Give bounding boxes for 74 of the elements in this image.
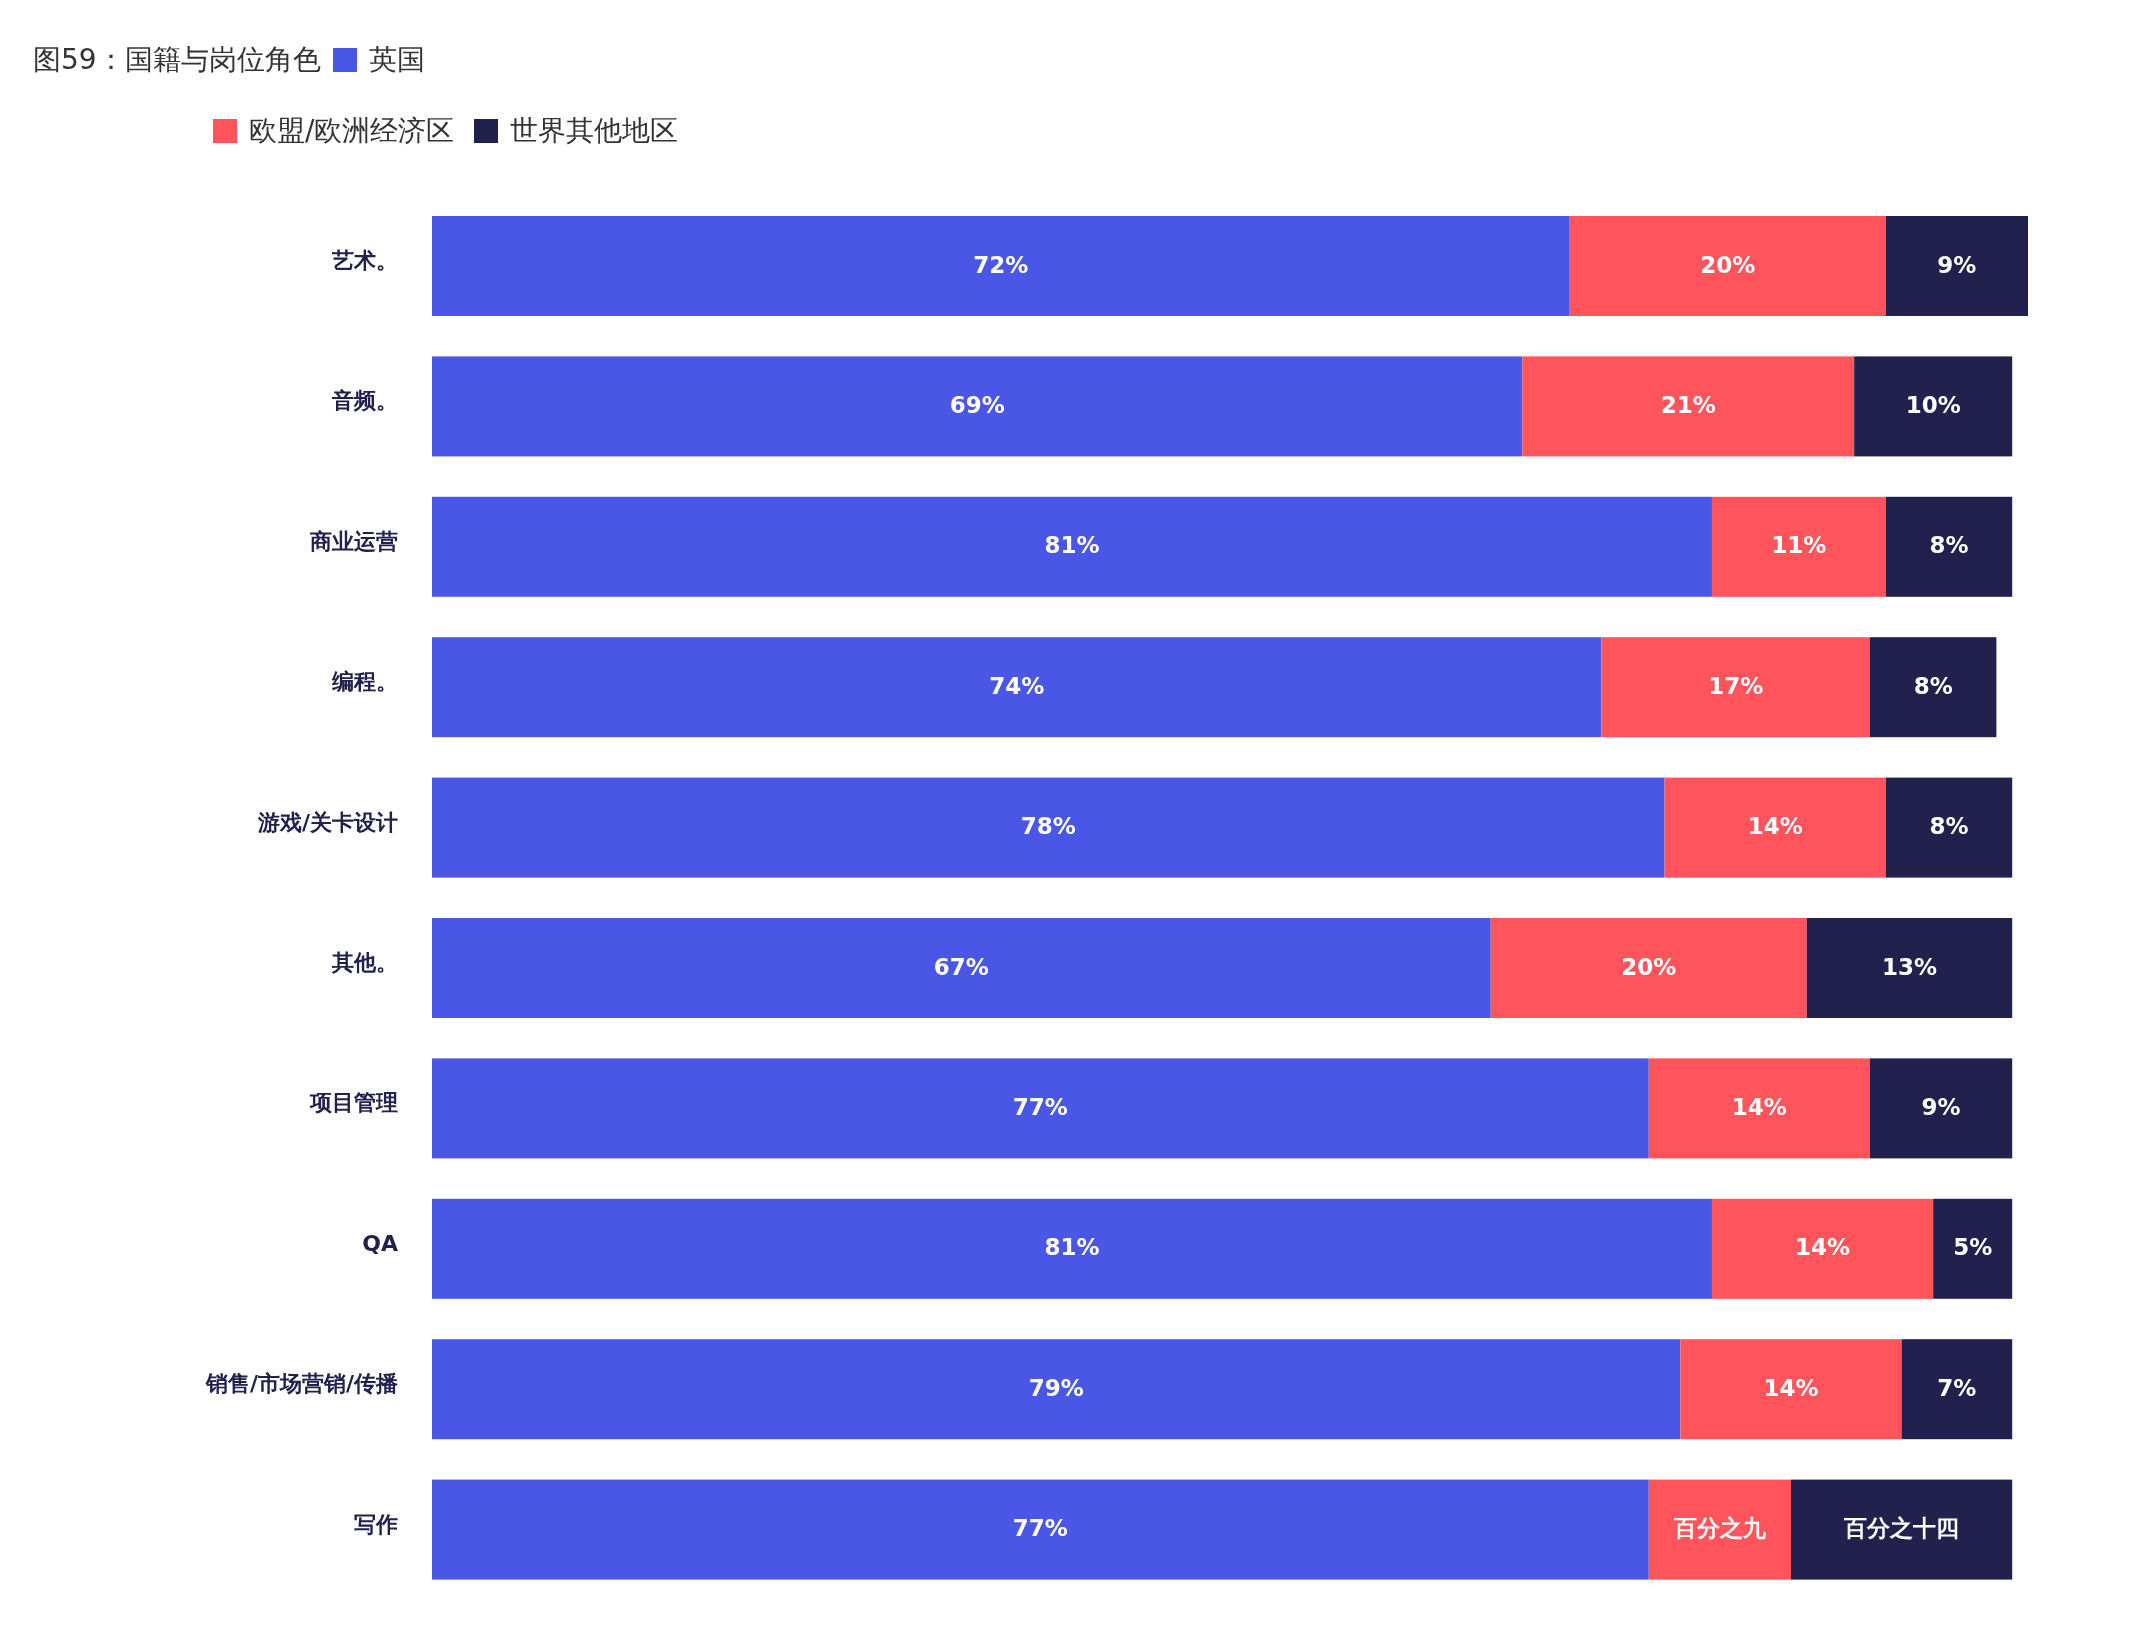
bar (432, 1198, 1712, 1299)
bar (432, 216, 1570, 316)
bar (1869, 637, 1997, 738)
bar (1522, 356, 1855, 457)
y-tick-label: 写作 (354, 1511, 398, 1537)
legend-label: 英国 (368, 42, 425, 78)
data-label: 11% (1771, 532, 1827, 559)
data-label: 17% (1708, 672, 1764, 699)
y-tick-label: 音频。 (331, 388, 398, 414)
data-label: 20% (1621, 953, 1677, 980)
bar (1664, 777, 1886, 878)
text: 图59：国籍与岗位角色 (33, 42, 321, 78)
bar (432, 1058, 1649, 1159)
data-label: 67% (933, 953, 989, 980)
data-label: 21% (1660, 391, 1716, 418)
data-label: 74% (989, 672, 1045, 699)
data-label: 81% (1044, 1234, 1100, 1261)
bar (1790, 1479, 2013, 1580)
y-tick-label: 编程。 (331, 669, 398, 695)
bar (1711, 496, 1886, 597)
y-tick-label: 销售/市场营销/传播 (204, 1371, 398, 1397)
data-label: 7% (1937, 1374, 1977, 1401)
bar (432, 1339, 1681, 1440)
y-tick-label: 项目管理 (309, 1090, 398, 1116)
bar (1711, 1198, 1934, 1299)
bar (432, 777, 1665, 878)
data-label: 5% (1953, 1234, 1993, 1261)
data-label: 77% (1012, 1515, 1068, 1542)
bar (1648, 1058, 1870, 1159)
data-label: 69% (949, 391, 1005, 418)
bar (1854, 356, 2013, 457)
data-label: 10% (1905, 391, 1961, 418)
legend-label: 世界其他地区 (510, 113, 679, 149)
data-label: 8% (1913, 672, 1953, 699)
y-tick-label: 游戏/关卡设计 (256, 809, 398, 835)
bar (1869, 1058, 2013, 1159)
bar (1806, 918, 2013, 1018)
data-label: 79% (1028, 1374, 1084, 1401)
bar (1901, 1339, 2013, 1440)
bar (1885, 777, 2013, 878)
bar (1885, 216, 2028, 316)
bar (1885, 496, 2013, 597)
data-label: 78% (1020, 813, 1076, 840)
data-label: 8% (1929, 532, 1969, 559)
y-tick-label: 艺术。 (331, 248, 398, 273)
bar (432, 496, 1712, 597)
data-label: 20% (1700, 251, 1756, 278)
bar (1569, 216, 1886, 316)
bar (1933, 1198, 2013, 1299)
bar (1601, 637, 1870, 738)
y-tick-label: 其他。 (331, 950, 398, 975)
data-label: 13% (1881, 953, 1938, 980)
data-label: 14% (1763, 1374, 1819, 1401)
bar (432, 637, 1602, 738)
bar (1680, 1339, 1902, 1440)
data-label: 9% (1937, 251, 1977, 278)
y-tick-label: QA (362, 1230, 398, 1256)
data-label: 77% (1012, 1093, 1068, 1120)
bar (432, 356, 1523, 457)
data-label: 72% (973, 251, 1029, 278)
data-label: 81% (1044, 532, 1100, 559)
data-label: 14% (1747, 813, 1803, 840)
bar (432, 1479, 1649, 1580)
data-label: 百分之九 (1672, 1515, 1767, 1542)
bar (1648, 1479, 1791, 1580)
bar (1490, 918, 1807, 1018)
y-tick-label: 商业运营 (309, 528, 398, 554)
data-label: 8% (1929, 813, 1969, 840)
legend-label: 欧盟/欧洲经济区 (249, 113, 455, 149)
data-label: 百分之十四 (1843, 1515, 1960, 1542)
data-label: 14% (1731, 1093, 1787, 1120)
data-label: 9% (1921, 1093, 1961, 1120)
bar (432, 918, 1491, 1018)
data-label: 14% (1795, 1234, 1851, 1261)
